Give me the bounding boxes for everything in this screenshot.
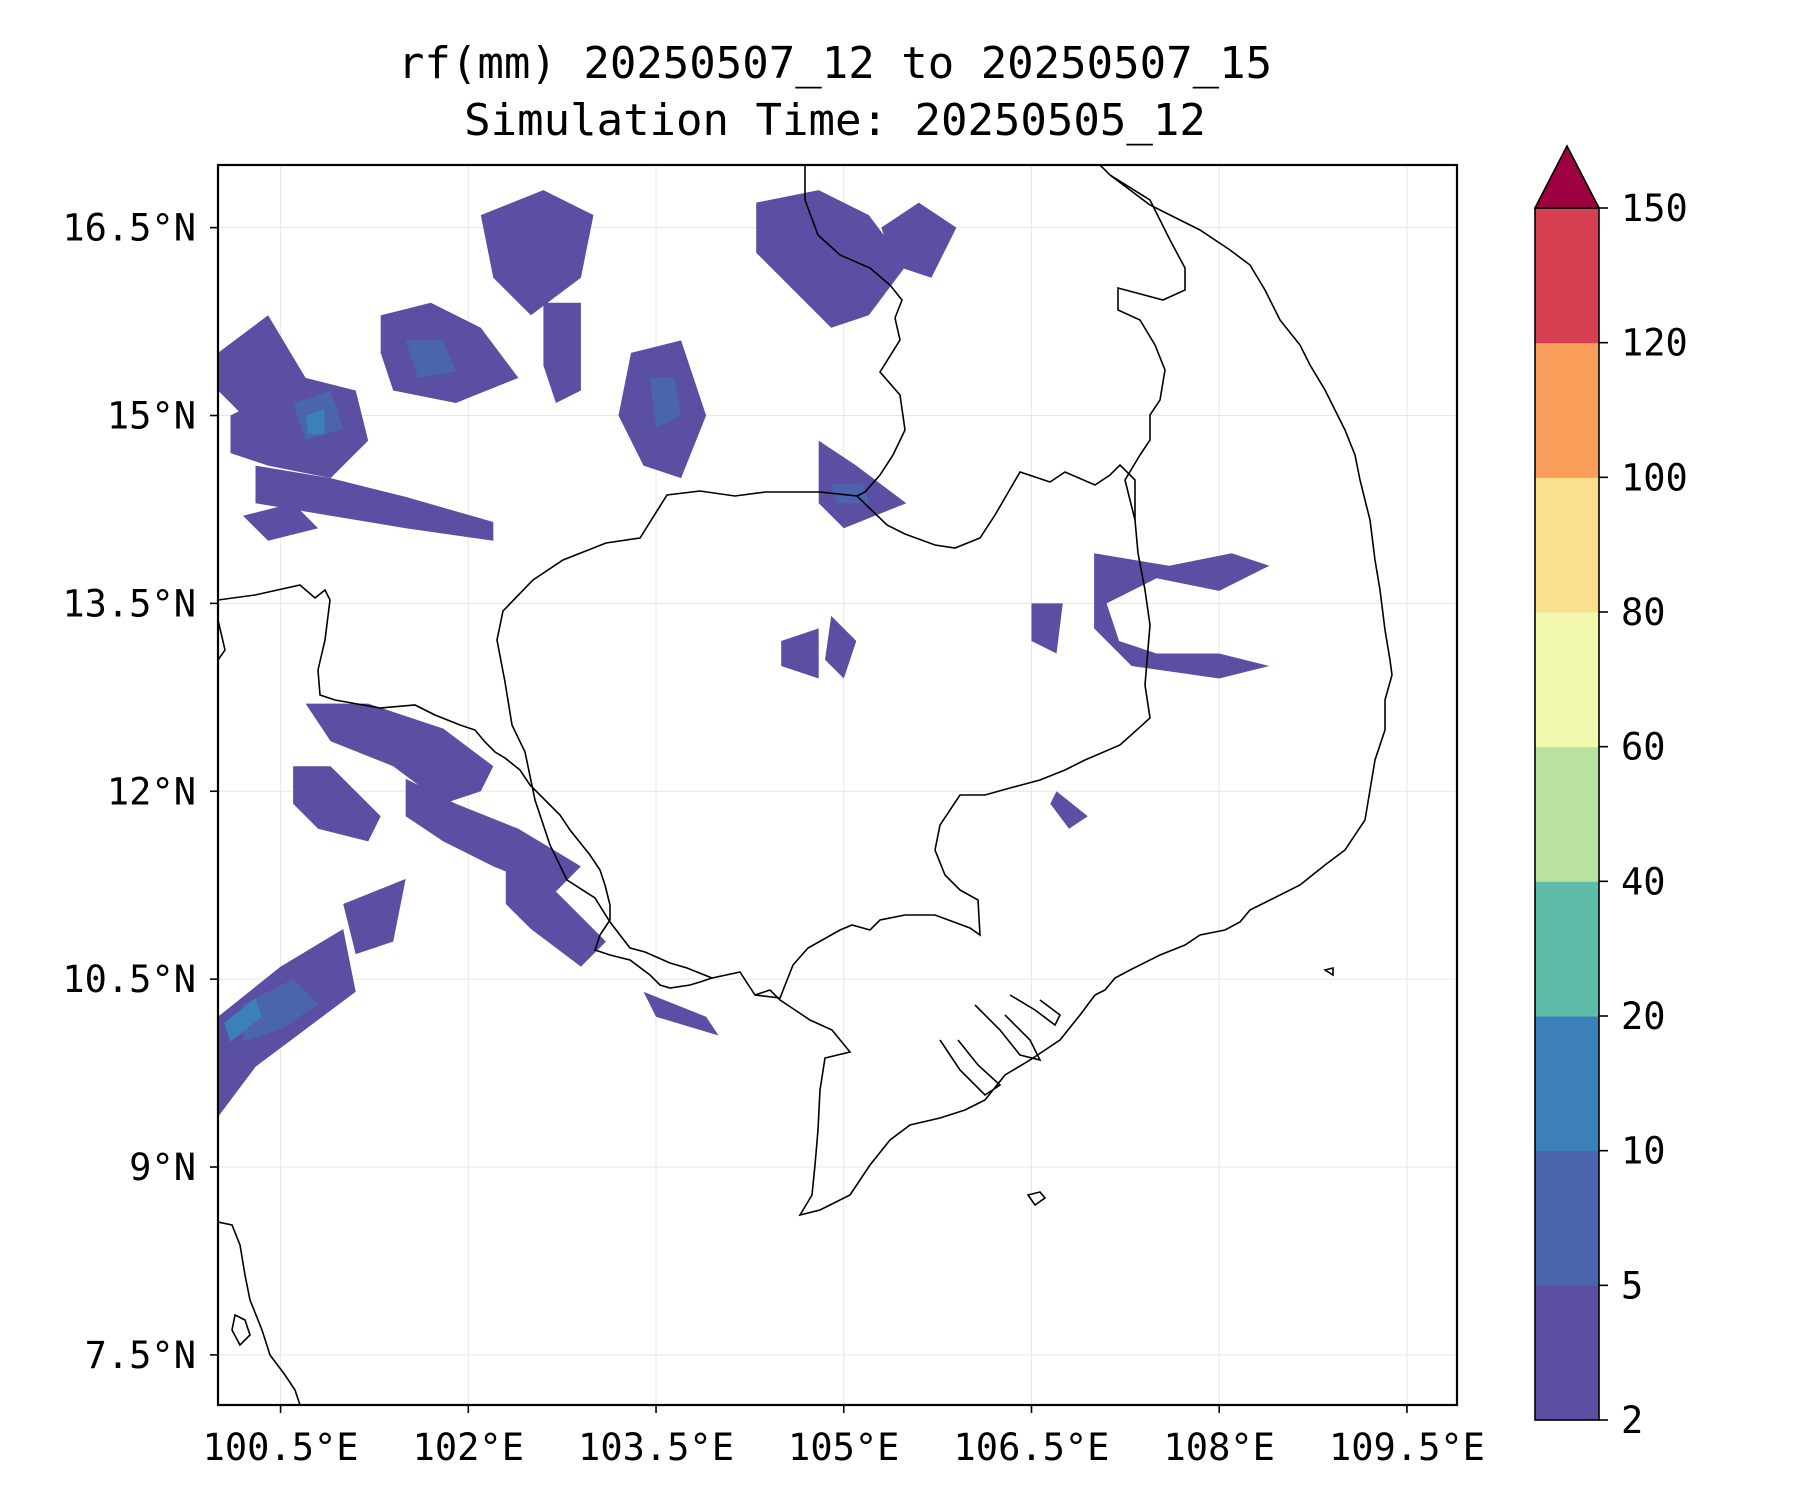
rain-area	[405, 340, 456, 378]
rain-area	[643, 991, 719, 1036]
rain-area	[243, 979, 319, 1042]
coastlines-borders	[218, 165, 1393, 1405]
colorbar-label: 10	[1621, 1130, 1666, 1173]
rain-area	[543, 302, 581, 403]
thailand-coast-gulf	[218, 584, 713, 989]
y-tick-label: 13.5°N	[62, 582, 196, 625]
thailand-laos-border	[804, 165, 906, 497]
colorbar-segment	[1535, 881, 1599, 1017]
x-tick-label: 109.5°E	[1329, 1426, 1485, 1469]
colorbar-segment	[1535, 1285, 1599, 1421]
rain-area	[305, 409, 325, 435]
rain-area	[1050, 791, 1088, 829]
x-tick-label: 108°E	[1164, 1426, 1275, 1469]
y-tick-label: 16.5°N	[62, 207, 196, 250]
rain-area	[255, 465, 494, 541]
x-tick-label: 105°E	[788, 1426, 899, 1469]
longitude-axis: 100.5°E 102°E 103.5°E 105°E 106.5°E 108°E 109.…	[203, 1405, 1485, 1469]
colorbar-segment	[1535, 1150, 1599, 1286]
rain-area	[881, 202, 957, 278]
colorbar-segment	[1535, 1016, 1599, 1152]
island-3	[1322, 966, 1334, 977]
rain-area	[825, 615, 857, 679]
rain-area	[480, 190, 594, 316]
map-title-line1: rf(mm) 20250507_12 to 20250507_15	[398, 38, 1272, 89]
colorbar-label: 120	[1621, 322, 1688, 365]
colorbar-label: 80	[1621, 591, 1666, 634]
rainfall-contours	[218, 190, 1270, 1117]
vietnam-coast	[1094, 174, 1393, 996]
delta-river-3	[1009, 994, 1062, 1027]
y-tick-label: 15°N	[107, 395, 196, 438]
colorbar-segment	[1535, 746, 1599, 882]
colorbar-label: 100	[1621, 456, 1688, 499]
colorbar-label: 60	[1621, 726, 1666, 769]
x-tick-label: 102°E	[413, 1426, 524, 1469]
laos-vietnam-border	[1099, 165, 1186, 521]
rain-area	[305, 703, 494, 804]
island-1	[231, 1313, 251, 1347]
delta-river-1	[939, 1039, 1002, 1097]
map-frame	[216, 163, 1459, 1407]
colorbar-segment	[1535, 477, 1599, 613]
y-tick-label: 10.5°N	[62, 958, 196, 1001]
rain-area	[781, 628, 819, 679]
colorbar-segment	[1535, 342, 1599, 478]
rain-area	[505, 866, 606, 967]
delta-river-2	[974, 1004, 1042, 1062]
y-tick-label: 7.5°N	[85, 1334, 196, 1377]
colorbar-segment	[1535, 208, 1599, 344]
thailand-coast-west	[218, 1221, 301, 1405]
colorbar: 2 5 10 20 40 60 80 100 120 150	[1533, 144, 1688, 1442]
colorbar-label: 20	[1621, 995, 1666, 1038]
colorbar-label: 2	[1621, 1399, 1643, 1442]
latitude-axis: 16.5°N 15°N 13.5°N 12°N 10.5°N 9°N 7.5°N	[62, 207, 218, 1377]
colorbar-label: 150	[1621, 187, 1688, 230]
rain-area	[1094, 553, 1270, 679]
cambodia-border	[496, 463, 1151, 999]
map-title-line2: Simulation Time: 20250505_12	[464, 95, 1206, 146]
island-2	[1026, 1191, 1047, 1207]
x-tick-label: 100.5°E	[203, 1426, 359, 1469]
colorbar-label: 5	[1621, 1264, 1643, 1307]
rain-area	[243, 503, 319, 541]
rain-area	[756, 190, 907, 328]
x-tick-label: 106.5°E	[954, 1426, 1110, 1469]
rain-area	[649, 377, 682, 428]
rain-area	[380, 302, 519, 403]
colorbar-frame	[1534, 207, 1600, 1421]
colorbar-extend-arrow	[1533, 144, 1601, 209]
rain-area	[1031, 603, 1063, 654]
isthmus-coast	[218, 619, 226, 661]
rain-area	[343, 878, 406, 955]
colorbar-label: 40	[1621, 860, 1666, 903]
y-tick-label: 9°N	[129, 1146, 196, 1189]
x-tick-label: 103.5°E	[578, 1426, 734, 1469]
mekong-delta-coast	[754, 989, 1096, 1217]
rain-area	[224, 997, 262, 1042]
rain-area	[405, 778, 581, 892]
colorbar-segment	[1535, 612, 1599, 748]
map-plot-area	[216, 163, 1459, 1407]
rain-area	[293, 766, 381, 842]
y-tick-label: 12°N	[107, 770, 196, 813]
